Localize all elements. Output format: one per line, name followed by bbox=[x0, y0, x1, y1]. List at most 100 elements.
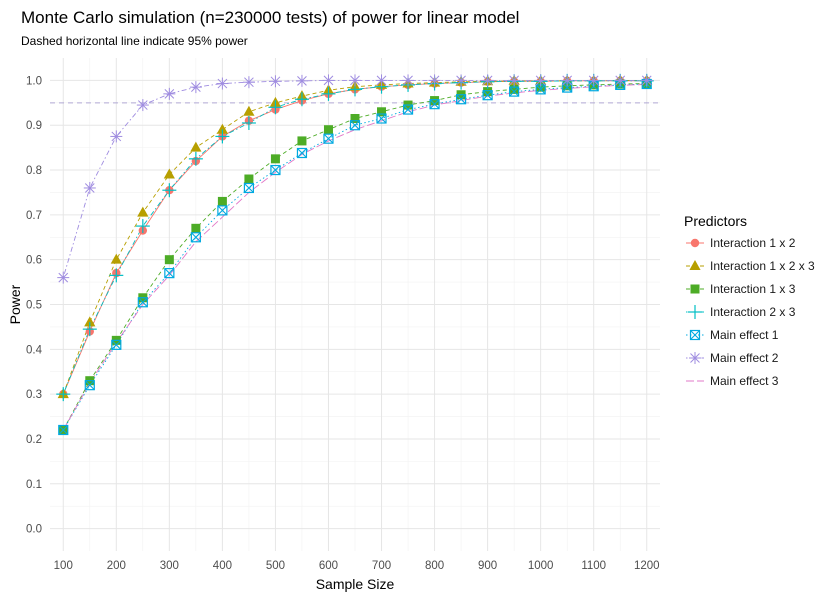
grid bbox=[50, 58, 660, 551]
data-point-interaction-1-x-2-x-3 bbox=[163, 168, 175, 179]
x-tick-label: 200 bbox=[107, 560, 126, 572]
star-marker-d2 bbox=[429, 75, 440, 86]
data-point-interaction-2-x-3 bbox=[109, 268, 124, 283]
data-point-main-effect-2 bbox=[349, 74, 361, 87]
data-point-interaction-1-x-2-x-3 bbox=[243, 105, 255, 116]
x-tick-label: 1000 bbox=[528, 560, 554, 572]
boxx-marker-box bbox=[689, 329, 701, 341]
boxx-marker-diag2 bbox=[562, 82, 573, 93]
boxx-marker-box bbox=[243, 182, 255, 194]
data-point-main-effect-1 bbox=[376, 113, 387, 124]
data-point-main-effect-1 bbox=[243, 182, 255, 194]
y-tick-label: 0.5 bbox=[26, 300, 42, 312]
star-marker-d2 bbox=[588, 75, 599, 86]
legend-item-interaction-1-x-2-x-3: Interaction 1 x 2 x 3 bbox=[686, 259, 815, 273]
star-marker-d2 bbox=[376, 75, 387, 86]
x-tick-label: 900 bbox=[478, 560, 497, 572]
legend-label: Interaction 1 x 2 x 3 bbox=[710, 259, 815, 273]
x-tick-label: 100 bbox=[54, 560, 73, 572]
boxx-marker-box bbox=[455, 94, 467, 105]
data-point-interaction-2-x-3 bbox=[135, 219, 150, 234]
data-point-main-effect-1 bbox=[137, 297, 148, 308]
legend-key-marker bbox=[689, 352, 701, 364]
data-point-interaction-2-x-3 bbox=[321, 86, 336, 101]
boxx-marker-diag2 bbox=[217, 205, 228, 216]
boxx-marker-diag2 bbox=[376, 113, 387, 124]
boxx-marker-box bbox=[349, 120, 361, 131]
boxx-marker-diag2 bbox=[350, 120, 360, 131]
data-point-main-effect-2 bbox=[269, 75, 282, 88]
x-axis-label: Sample Size bbox=[316, 576, 395, 592]
y-tick-label: 1.0 bbox=[26, 75, 42, 87]
data-point-main-effect-2 bbox=[428, 74, 441, 87]
data-point-interaction-2-x-3 bbox=[268, 100, 283, 115]
boxx-marker-box bbox=[137, 297, 148, 308]
data-point-main-effect-1 bbox=[429, 99, 440, 110]
data-point-interaction-2-x-3 bbox=[215, 129, 230, 144]
data-point-main-effect-2 bbox=[216, 77, 229, 90]
data-point-interaction-1-x-2-x-3 bbox=[84, 316, 96, 327]
data-point-main-effect-2 bbox=[189, 81, 202, 94]
star-marker-d2 bbox=[164, 89, 175, 99]
legend-item-interaction-1-x-2: Interaction 1 x 2 bbox=[686, 236, 796, 250]
star-marker-d2 bbox=[562, 75, 573, 86]
y-tick-label: 0.7 bbox=[26, 210, 42, 222]
star-marker-d2 bbox=[350, 75, 360, 86]
y-tick-label: 0.0 bbox=[26, 524, 42, 536]
data-point-main-effect-1 bbox=[270, 164, 281, 176]
boxx-marker-box bbox=[164, 268, 175, 279]
y-tick-label: 0.3 bbox=[26, 389, 42, 401]
legend-label: Interaction 1 x 3 bbox=[710, 282, 796, 296]
boxx-marker-diag2 bbox=[58, 425, 69, 435]
data-point-interaction-1-x-3 bbox=[217, 196, 227, 206]
boxx-marker-diag2 bbox=[323, 133, 334, 144]
boxx-marker-diag2 bbox=[111, 339, 122, 350]
x-tick-label: 1200 bbox=[634, 560, 660, 572]
data-point-interaction-1-x-3 bbox=[270, 154, 280, 164]
data-point-main-effect-2 bbox=[481, 74, 494, 87]
boxx-marker-diag2 bbox=[456, 94, 466, 105]
data-point-main-effect-1 bbox=[58, 424, 69, 436]
data-point-main-effect-2 bbox=[57, 271, 70, 284]
boxx-marker-diag2 bbox=[403, 104, 413, 115]
legend-item-interaction-1-x-3: Interaction 1 x 3 bbox=[686, 282, 796, 296]
boxx-marker-box bbox=[402, 104, 414, 115]
data-point-interaction-1-x-2-x-3 bbox=[190, 141, 202, 152]
data-point-main-effect-1 bbox=[482, 90, 493, 101]
data-point-interaction-1-x-3 bbox=[323, 125, 333, 135]
legend-label: Main effect 3 bbox=[710, 374, 779, 388]
data-point-interaction-2-x-3 bbox=[82, 322, 97, 337]
x-tick-label: 1100 bbox=[581, 560, 606, 572]
x-tick-label: 800 bbox=[425, 560, 444, 572]
legend-label: Main effect 1 bbox=[710, 328, 779, 342]
data-point-interaction-1-x-3 bbox=[350, 114, 360, 124]
boxx-marker-diag2 bbox=[137, 297, 148, 308]
data-point-main-effect-1 bbox=[296, 147, 308, 159]
star-marker-d2 bbox=[615, 75, 626, 86]
boxx-marker-box bbox=[270, 164, 281, 176]
data-point-main-effect-1 bbox=[190, 232, 201, 243]
star-marker-d2 bbox=[297, 76, 307, 86]
data-point-main-effect-2 bbox=[110, 130, 123, 143]
boxx-marker-diag2 bbox=[297, 148, 307, 158]
star-marker-d2 bbox=[509, 75, 519, 86]
series-markers-main-effect-1 bbox=[58, 78, 652, 436]
data-point-main-effect-2 bbox=[587, 74, 600, 87]
data-point-main-effect-2 bbox=[375, 74, 388, 87]
legend-title: Predictors bbox=[684, 213, 747, 229]
boxx-marker-diag2 bbox=[690, 330, 700, 340]
star-marker-d2 bbox=[217, 78, 228, 89]
data-point-main-effect-2 bbox=[83, 181, 96, 194]
legend-key-marker bbox=[689, 329, 701, 341]
data-point-main-effect-2 bbox=[136, 99, 149, 112]
data-point-interaction-1-x-3 bbox=[297, 136, 307, 146]
legend-key-marker bbox=[690, 238, 700, 248]
series-markers-main-effect-2 bbox=[57, 74, 653, 284]
legend-item-main-effect-1: Main effect 1 bbox=[686, 328, 779, 342]
series-line-main-effect-1 bbox=[62, 83, 647, 431]
data-point-main-effect-2 bbox=[242, 76, 255, 89]
legend-key-marker bbox=[690, 284, 700, 294]
data-point-interaction-2-x-3 bbox=[188, 151, 203, 166]
data-point-interaction-1-x-3 bbox=[483, 87, 493, 97]
boxx-marker-box bbox=[84, 380, 95, 391]
